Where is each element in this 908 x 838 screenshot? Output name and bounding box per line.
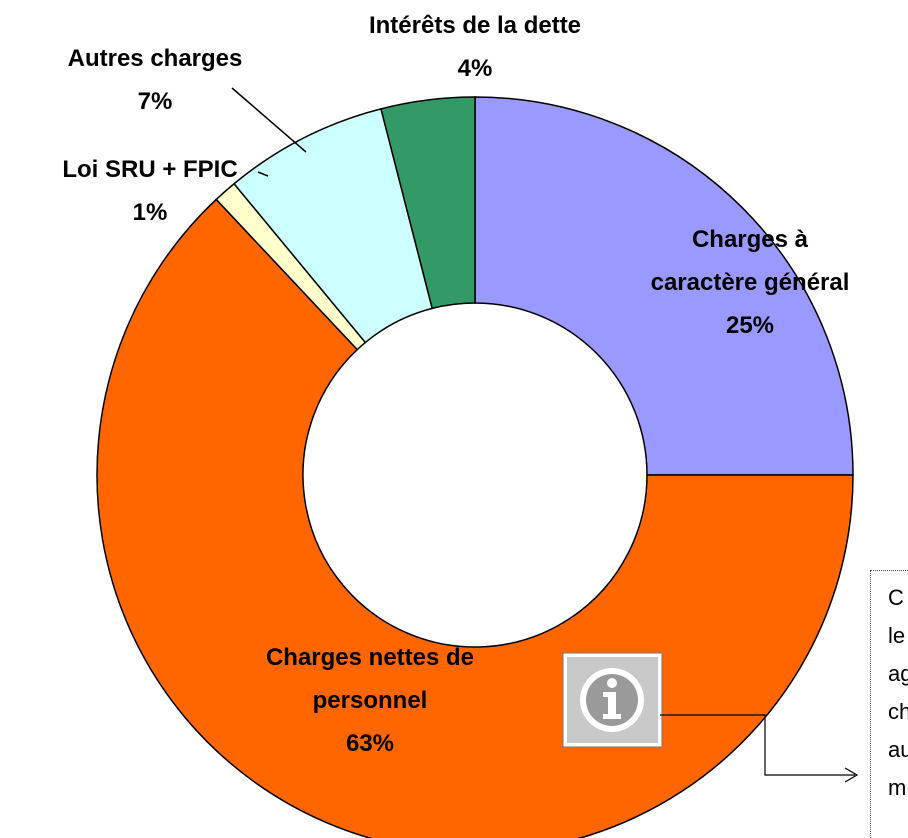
category-label: Charges à caractère général	[650, 226, 850, 296]
value-label: 1%	[132, 199, 168, 226]
connector	[660, 714, 855, 776]
slice	[474, 96, 854, 476]
slice-label: Loi SRU + FPIC 1%	[62, 148, 237, 234]
leader-line	[257, 171, 269, 177]
value-label: 4%	[457, 55, 493, 82]
annotation-line: au	[888, 737, 908, 762]
annotation-line: ch	[888, 699, 908, 724]
leader-line	[231, 87, 307, 153]
category-label: Autres charges	[67, 45, 243, 72]
annotation-line: le	[888, 623, 906, 648]
annotation-line: C	[888, 585, 904, 610]
info-icon[interactable]	[562, 652, 663, 748]
slice-label: Charges à caractère général 25%	[651, 218, 850, 347]
slice-label: Charges nettes de personnel 63%	[266, 636, 474, 765]
slice-label: Intérêts de la dette 4%	[369, 4, 581, 90]
slices	[96, 96, 854, 838]
annotation-line: m	[888, 775, 907, 800]
category-label: Loi SRU + FPIC	[62, 156, 238, 183]
category-label: Charges nettes de personnel	[265, 644, 475, 714]
value-label: 63%	[345, 730, 395, 757]
arrow-head	[844, 767, 859, 783]
category-label: Intérêts de la dette	[368, 12, 582, 39]
slice-label: Autres charges 7%	[68, 37, 243, 123]
value-label: 7%	[137, 88, 173, 115]
annotation-line: ag	[888, 661, 908, 686]
slice	[380, 96, 476, 310]
value-label: 25%	[725, 312, 775, 339]
slice	[96, 198, 854, 838]
